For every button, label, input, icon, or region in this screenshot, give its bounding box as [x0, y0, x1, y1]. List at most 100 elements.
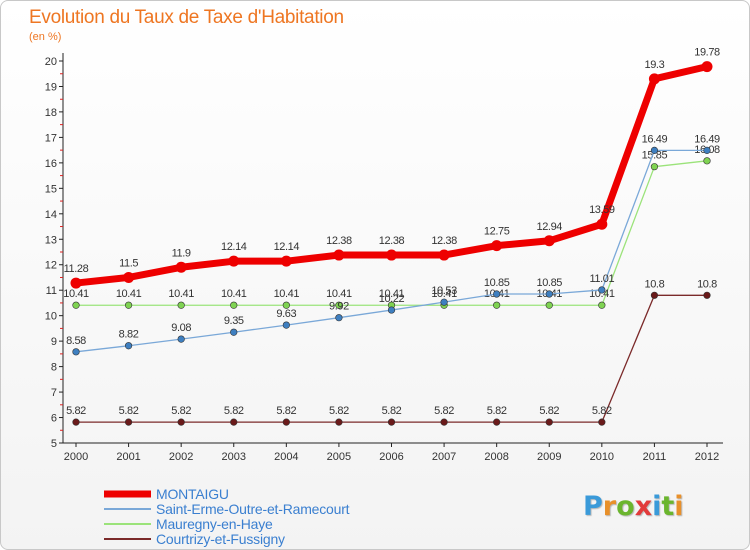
data-label: 10.53 — [431, 285, 457, 297]
data-label: 5.82 — [434, 405, 454, 417]
y-tick-label: 11 — [46, 285, 57, 297]
data-label: 5.82 — [66, 405, 86, 417]
logo-letter: i — [674, 491, 684, 522]
series-montaigu: 11.28 11.5 11.9 12.14 12.14 12.38 12.38 12.38 12… — [64, 47, 720, 289]
data-label: 8.58 — [66, 335, 86, 347]
data-label: 10.85 — [536, 277, 562, 289]
x-tick-label: 2006 — [379, 451, 403, 463]
data-label: 10.41 — [116, 288, 142, 300]
data-label: 5.82 — [276, 405, 296, 417]
data-point — [598, 301, 606, 309]
data-label: 9.08 — [171, 322, 191, 334]
data-point — [70, 277, 82, 289]
data-label: 9.63 — [276, 308, 296, 320]
series-mauregny-en-haye: 10.41 10.41 10.41 10.41 10.41 10.41 10.41 10.41… — [63, 144, 720, 309]
data-label: 19.78 — [694, 47, 720, 59]
data-point — [124, 301, 133, 309]
data-label: 5.82 — [539, 405, 559, 417]
data-point — [282, 301, 290, 309]
data-point — [124, 342, 133, 350]
x-tick-label: 2000 — [64, 451, 88, 463]
data-label: 11.28 — [64, 263, 89, 275]
x-tick-label: 2009 — [537, 451, 561, 463]
proxiti-logo: Proxiti — [583, 491, 684, 522]
data-point — [598, 418, 606, 426]
y-tick-label: 9 — [51, 336, 57, 348]
data-label: 12.94 — [536, 221, 562, 233]
x-tick-label: 2012 — [695, 451, 719, 463]
data-label: 10.41 — [221, 288, 247, 300]
data-point — [282, 321, 290, 329]
data-point — [386, 249, 397, 261]
x-tick-label: 2005 — [327, 451, 351, 463]
data-label: 5.82 — [382, 405, 402, 417]
data-label: 10.41 — [274, 288, 300, 300]
x-tick-label: 2001 — [116, 451, 140, 463]
data-label: 10.22 — [379, 293, 405, 305]
chart-title: Evolution du Taux de Taxe d'Habitation — [29, 7, 344, 28]
data-label: 11.9 — [172, 247, 191, 259]
y-tick-label: 6 — [51, 413, 57, 425]
data-label: 5.82 — [487, 405, 507, 417]
series-courtrizy-et-fussigny: 5.82 5.82 5.82 5.82 5.82 5.82 5.82 5.82 5.82 5.82… — [66, 278, 718, 426]
logo-letter: x — [634, 491, 653, 522]
legend-label: Saint-Erme-Outre-et-Ramecourt — [156, 501, 350, 517]
y-tick-label: 12 — [45, 260, 57, 272]
data-point — [335, 418, 343, 426]
data-point — [177, 418, 185, 426]
data-label: 12.38 — [431, 235, 457, 247]
logo-letter: o — [616, 491, 635, 522]
data-label: 12.38 — [326, 235, 352, 247]
data-point — [230, 328, 238, 336]
data-label: 12.38 — [379, 235, 405, 247]
data-label: 13.59 — [589, 204, 615, 216]
logo-letter: r — [602, 491, 617, 522]
y-tick-label: 18 — [45, 107, 57, 119]
data-point — [230, 301, 238, 309]
x-tick-label: 2008 — [484, 451, 508, 463]
data-label: 12.14 — [221, 241, 247, 253]
data-point — [387, 418, 396, 426]
data-label: 10.8 — [645, 278, 665, 290]
data-point — [648, 73, 660, 85]
data-point — [493, 301, 501, 309]
data-point — [228, 255, 240, 267]
data-label: 10.8 — [697, 278, 717, 290]
data-point — [598, 286, 606, 294]
y-tick-label: 19 — [45, 81, 57, 93]
data-point — [123, 271, 135, 283]
data-label: 5.82 — [329, 405, 349, 417]
data-label: 10.41 — [63, 288, 89, 300]
x-tick-label: 2002 — [169, 451, 193, 463]
y-tick-label: 5 — [51, 438, 57, 450]
x-tick-label: 2011 — [643, 451, 667, 463]
data-label: 16.49 — [642, 133, 668, 145]
data-label: 16.49 — [694, 133, 720, 145]
data-point — [491, 240, 503, 252]
y-tick-label: 15 — [45, 183, 57, 195]
data-point — [177, 301, 185, 309]
data-label: 10.41 — [431, 288, 457, 300]
data-point — [543, 235, 555, 247]
legend-label: MONTAIGU — [156, 486, 229, 502]
data-point — [703, 146, 711, 154]
data-point — [596, 218, 608, 230]
data-label: 9.92 — [329, 301, 349, 313]
legend-label: Mauregny-en-Haye — [156, 516, 273, 532]
y-tick-label: 20 — [45, 56, 57, 68]
x-tick-label: 2007 — [432, 451, 456, 463]
data-point — [72, 348, 80, 356]
data-label: 9.35 — [224, 315, 244, 327]
data-point — [440, 418, 448, 426]
data-label: 5.82 — [592, 405, 612, 417]
data-label: 10.85 — [484, 277, 510, 289]
data-label: 12.75 — [484, 226, 510, 238]
y-tick-label: 14 — [45, 209, 57, 221]
data-label: 10.41 — [326, 288, 352, 300]
data-point — [335, 314, 343, 322]
data-label: 5.82 — [171, 405, 191, 417]
data-point — [124, 418, 133, 426]
data-point — [230, 418, 238, 426]
y-tick-label: 7 — [51, 387, 57, 399]
